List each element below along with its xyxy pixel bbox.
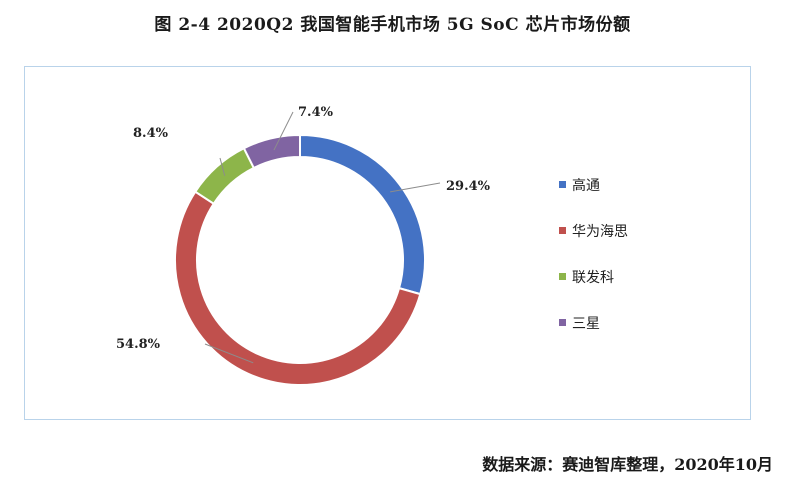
legend-swatch-2 [559,227,566,234]
data-source-note: 数据来源：赛迪智库整理，2020年10月 [482,455,773,474]
chart-title: 图 2-4 2020Q2 我国智能手机市场 5G SoC 芯片市场份额 [154,15,631,35]
donut-slice-4 [242,133,301,170]
legend-swatch-3 [559,273,566,280]
slice-value-label-4: 7.4% [298,105,334,120]
donut-slice-1 [299,133,426,296]
label-leader-lines [204,111,441,364]
legend-label-3: 联发科 [572,270,614,286]
legend-swatch-1 [559,181,566,188]
legend-label-1: 高通 [572,177,600,194]
leader-line-2 [204,343,254,364]
slice-value-label-3: 8.4% [133,126,169,141]
leader-line-4 [273,111,294,151]
slice-value-label-2: 54.8% [116,337,161,352]
slice-labels: 29.4% 54.8% 8.4% 7.4% [116,105,491,352]
chart-frame [24,66,751,420]
donut-slices [174,133,426,386]
leader-line-1 [390,182,441,193]
legend-label-2: 华为海思 [572,224,628,240]
leader-line-3 [219,157,226,176]
legend-swatch-4 [559,319,566,326]
slice-value-label-1: 29.4% [446,179,491,194]
legend-label-4: 三星 [572,316,600,332]
donut-slice-3 [193,146,256,206]
donut-slice-2 [174,190,422,386]
